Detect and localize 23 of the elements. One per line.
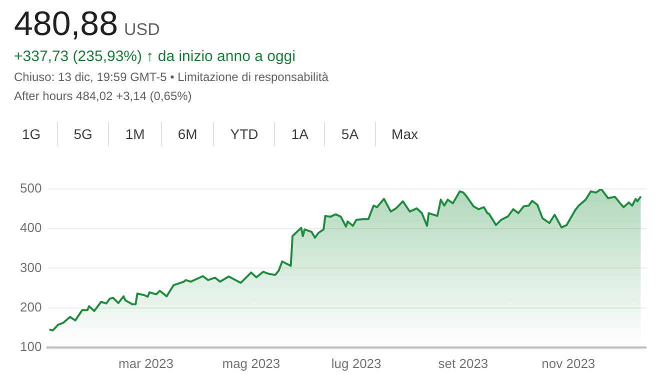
chart-subtitle: USD: [124, 20, 160, 39]
y-tick-label: 300: [20, 260, 42, 275]
x-tick-label: set 2023: [438, 356, 488, 371]
text: +337,73 (235,93%) ↑ da inizio anno a oggi: [14, 48, 296, 65]
x-tick-label: mar 2023: [118, 356, 174, 371]
x-tick-label: lug 2023: [331, 356, 382, 371]
text: 6M: [162, 122, 214, 146]
text: 5G: [58, 122, 110, 146]
x-tick-label: nov 2023: [542, 356, 596, 371]
text: 1G: [6, 122, 58, 146]
text: YTD: [214, 122, 276, 146]
y-tick-label: 200: [20, 299, 42, 314]
text: Max: [390, 125, 419, 144]
text: Chiuso: 13 dic, 19:59 GMT-5 • Limitazione di responsabilità: [14, 70, 328, 84]
chart-title: 480,88: [14, 5, 118, 43]
x-tick-label: mag 2023: [222, 356, 280, 371]
y-tick-label: 100: [20, 338, 42, 354]
y-tick-label: 400: [20, 220, 42, 236]
text: 5A: [325, 122, 376, 146]
text: 1M: [109, 122, 162, 146]
text: 1A: [275, 122, 326, 146]
text: After hours 484,02 +3,14 (0,65%): [14, 89, 193, 103]
y-tick-label: 500: [20, 180, 42, 196]
